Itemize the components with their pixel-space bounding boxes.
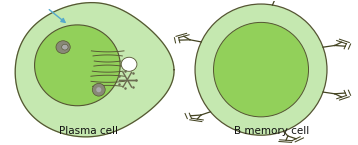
Ellipse shape — [35, 25, 120, 106]
Ellipse shape — [195, 4, 327, 135]
Text: B memory cell: B memory cell — [234, 126, 309, 136]
Ellipse shape — [121, 57, 137, 71]
Ellipse shape — [96, 87, 101, 92]
Ellipse shape — [92, 83, 105, 96]
Text: Plasma cell: Plasma cell — [59, 126, 117, 136]
Ellipse shape — [56, 41, 70, 54]
Ellipse shape — [62, 44, 68, 50]
Polygon shape — [15, 3, 174, 137]
Ellipse shape — [213, 22, 309, 117]
